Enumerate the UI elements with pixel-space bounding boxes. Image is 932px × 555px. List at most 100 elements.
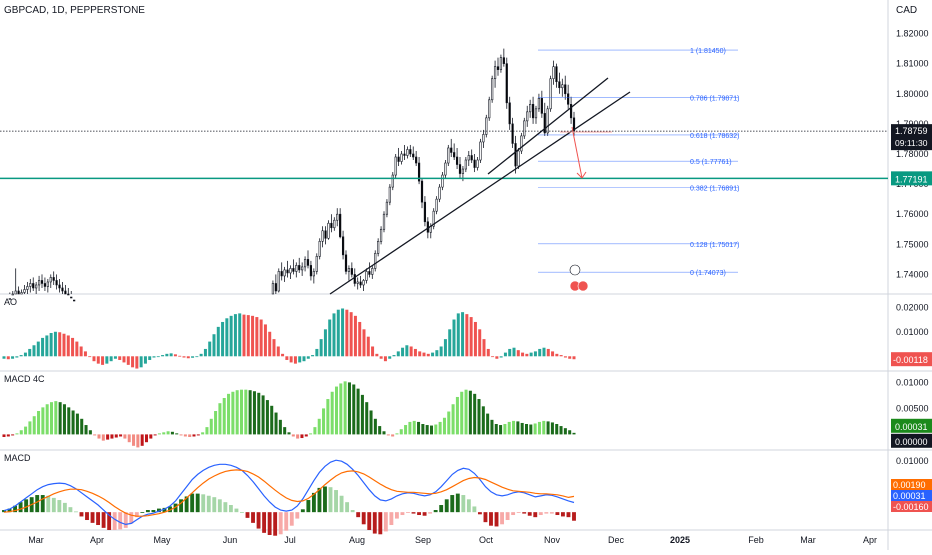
macd-histogram-bar[interactable] bbox=[300, 509, 305, 513]
ao-pane[interactable] bbox=[2, 308, 576, 369]
ao-bar[interactable] bbox=[6, 356, 10, 360]
macd4c-bar[interactable] bbox=[486, 413, 490, 435]
candle-body[interactable] bbox=[11, 293, 14, 296]
macd4c-bar[interactable] bbox=[75, 413, 79, 435]
ao-bar[interactable] bbox=[156, 356, 160, 358]
macd4c-bar[interactable] bbox=[244, 389, 248, 435]
candle-body[interactable] bbox=[14, 290, 17, 295]
macd4c-bar[interactable] bbox=[41, 407, 45, 435]
macd4c-bar[interactable] bbox=[434, 424, 438, 435]
candle-body[interactable] bbox=[377, 241, 380, 254]
macd4c-bar[interactable] bbox=[391, 434, 395, 437]
candle-body[interactable] bbox=[400, 153, 403, 162]
ao-bar[interactable] bbox=[195, 356, 199, 358]
candle-body[interactable] bbox=[306, 259, 310, 266]
macd4c-bar[interactable] bbox=[58, 402, 62, 435]
ao-bar[interactable] bbox=[345, 309, 349, 357]
macd4c-bar[interactable] bbox=[93, 434, 97, 436]
macd4c-bar[interactable] bbox=[412, 420, 416, 435]
macd-histogram-bar[interactable] bbox=[206, 495, 211, 513]
macd-histogram-bar[interactable] bbox=[334, 490, 338, 513]
macd4c-bar[interactable] bbox=[2, 434, 6, 437]
macd-histogram-bar[interactable] bbox=[168, 506, 172, 513]
candle-body[interactable] bbox=[353, 274, 356, 284]
candle-body[interactable] bbox=[359, 281, 362, 286]
candle-body[interactable] bbox=[37, 280, 41, 286]
macd4c-bar[interactable] bbox=[296, 434, 300, 439]
candle-body[interactable] bbox=[394, 156, 397, 176]
macd-histogram-bar[interactable] bbox=[494, 512, 499, 527]
macd4c-bar[interactable] bbox=[24, 426, 28, 435]
ao-bar[interactable] bbox=[2, 356, 6, 359]
ao-bar[interactable] bbox=[349, 312, 353, 357]
macd-histogram-bar[interactable] bbox=[145, 510, 150, 513]
candle-body[interactable] bbox=[529, 104, 532, 113]
ao-bar[interactable] bbox=[238, 313, 242, 357]
macd4c-bar[interactable] bbox=[542, 420, 546, 435]
candle-body[interactable] bbox=[26, 286, 29, 290]
ao-bar[interactable] bbox=[546, 348, 550, 357]
macd4c-bar[interactable] bbox=[473, 393, 477, 435]
macd-histogram-bar[interactable] bbox=[245, 512, 250, 518]
ao-bar[interactable] bbox=[66, 335, 70, 357]
candle-body[interactable] bbox=[523, 120, 526, 137]
macd4c-bar[interactable] bbox=[101, 434, 105, 441]
macd4c-bar[interactable] bbox=[317, 418, 321, 435]
macd4c-bar[interactable] bbox=[313, 427, 317, 435]
macd-histogram-bar[interactable] bbox=[295, 512, 300, 519]
candle-body[interactable] bbox=[374, 253, 377, 269]
macd-histogram-bar[interactable] bbox=[389, 512, 394, 526]
macd-histogram-bar[interactable] bbox=[511, 512, 516, 516]
ao-bar[interactable] bbox=[255, 317, 259, 357]
macd-histogram-bar[interactable] bbox=[367, 512, 372, 530]
candle-body[interactable] bbox=[365, 271, 368, 281]
candle-body[interactable] bbox=[280, 271, 283, 277]
projection-arrow[interactable] bbox=[571, 126, 583, 179]
macd4c-bar[interactable] bbox=[192, 434, 196, 437]
macd-histogram-bar[interactable] bbox=[46, 495, 51, 513]
ao-bar[interactable] bbox=[499, 356, 503, 358]
macd4c-bar[interactable] bbox=[382, 431, 386, 435]
candle-body[interactable] bbox=[20, 292, 23, 295]
ao-bar[interactable] bbox=[105, 356, 109, 364]
macd4c-bar[interactable] bbox=[170, 431, 174, 435]
macd-histogram-bar[interactable] bbox=[422, 512, 427, 516]
ao-bar[interactable] bbox=[319, 339, 323, 357]
ao-bar[interactable] bbox=[203, 348, 207, 357]
macd-histogram-bar[interactable] bbox=[40, 495, 45, 513]
macd4c-bar[interactable] bbox=[183, 434, 187, 437]
macd-histogram-bar[interactable] bbox=[572, 512, 576, 521]
candle-body[interactable] bbox=[543, 113, 546, 134]
ao-bar[interactable] bbox=[486, 348, 490, 357]
candle-body[interactable] bbox=[432, 210, 435, 227]
macd-histogram-bar[interactable] bbox=[306, 500, 311, 513]
macd-histogram-bar[interactable] bbox=[35, 495, 40, 513]
candle-body[interactable] bbox=[333, 219, 336, 229]
ao-bar[interactable] bbox=[572, 356, 576, 360]
candle-body[interactable] bbox=[561, 84, 564, 89]
candle-body[interactable] bbox=[312, 271, 315, 277]
ao-bar[interactable] bbox=[383, 356, 387, 362]
candle-body[interactable] bbox=[321, 230, 324, 242]
signal-line[interactable] bbox=[3, 469, 575, 517]
candle-body[interactable] bbox=[467, 155, 470, 161]
candle-body[interactable] bbox=[382, 213, 386, 230]
candle-body[interactable] bbox=[347, 268, 351, 272]
macd4c-bar[interactable] bbox=[209, 418, 213, 435]
candle-body[interactable] bbox=[283, 269, 286, 277]
candle-body[interactable] bbox=[350, 268, 353, 275]
ao-bar[interactable] bbox=[298, 356, 302, 363]
ao-bar[interactable] bbox=[169, 353, 173, 357]
candle-body[interactable] bbox=[564, 84, 567, 95]
ao-bar[interactable] bbox=[306, 356, 310, 359]
price-pane[interactable]: 1 (1.81450) 0.786 (1.79871) 0.618 (1.78632… bbox=[0, 48, 888, 302]
candle-body[interactable] bbox=[336, 213, 339, 221]
macd4c-bar[interactable] bbox=[11, 434, 15, 436]
macd4c-bar[interactable] bbox=[188, 434, 192, 437]
macd-histogram-bar[interactable] bbox=[240, 512, 244, 513]
candle-body[interactable] bbox=[435, 198, 438, 212]
macd-histogram-bar[interactable] bbox=[134, 512, 139, 518]
macd4c-bar[interactable] bbox=[144, 434, 149, 443]
macd-histogram-bar[interactable] bbox=[345, 502, 350, 513]
candle-body[interactable] bbox=[417, 162, 421, 182]
